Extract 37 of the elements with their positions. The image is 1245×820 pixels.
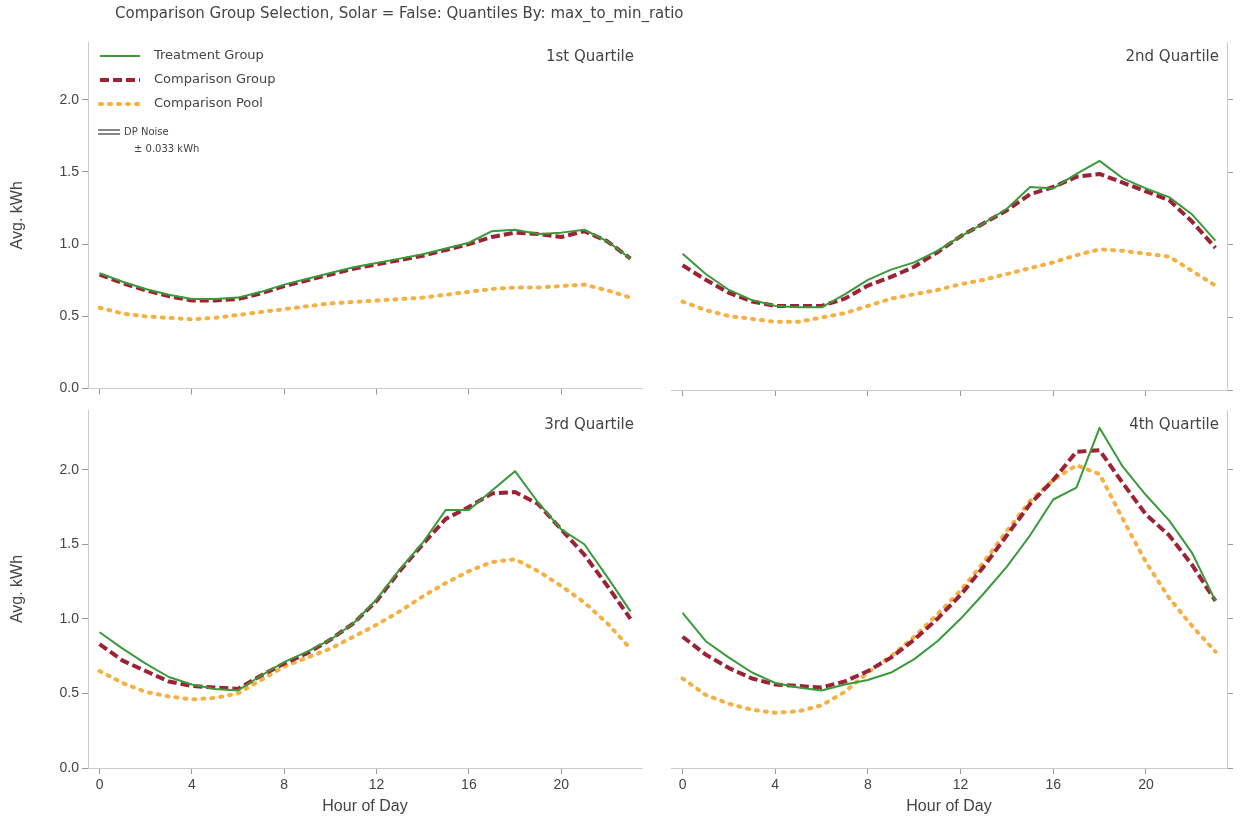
legend-label: Treatment Group [153,47,264,63]
x-tick-label: 16 [1045,776,1062,793]
y-axis-title: Avg. kWh [8,181,26,250]
x-tick-label: 0 [95,776,104,793]
text: Comparison Group Selection, Solar = False: Quantiles By: max_to_min_ratio [115,4,684,22]
y-tick-label: 0.0 [59,758,80,775]
y-tick-label: 0.0 [59,379,80,396]
legend-label: Comparison Pool [154,95,263,111]
x-tick-label: 12 [952,776,969,793]
x-tick-label: 20 [553,776,570,793]
y-tick-label: 1.5 [59,162,80,179]
y-tick-label: 1.0 [59,609,80,626]
x-axis-title: Hour of Day [322,796,408,814]
legend-label: Comparison Group [154,71,276,87]
chart-title: 2nd Quartile [1125,47,1219,66]
x-tick-label: 4 [771,776,780,793]
chart-title: 4th Quartile [1129,415,1219,434]
x-tick-label: 12 [368,776,385,793]
y-tick-label: 2.0 [59,90,80,107]
x-tick-label: 8 [280,776,289,793]
x-tick-label: 8 [864,776,873,793]
y-tick-label: 1.0 [59,235,80,252]
chart-title: 3rd Quartile [544,415,634,434]
x-tick-label: 4 [187,776,196,793]
x-tick-label: 20 [1138,776,1154,793]
x-tick-label: 16 [461,776,477,793]
x-axis-title: Hour of Day [906,796,992,814]
chart-title: 1st Quartile [545,47,634,66]
x-tick-label: 0 [678,776,687,793]
annotation: ± 0.033 kWh [134,142,200,154]
y-tick-label: 0.5 [59,307,80,324]
y-axis-title: Avg. kWh [8,554,26,624]
y-tick-label: 0.5 [59,684,80,701]
y-tick-label: 2.0 [59,460,80,477]
line-series [97,282,633,322]
y-tick-label: 1.5 [59,535,80,552]
annotation: DP Noise [124,125,169,137]
